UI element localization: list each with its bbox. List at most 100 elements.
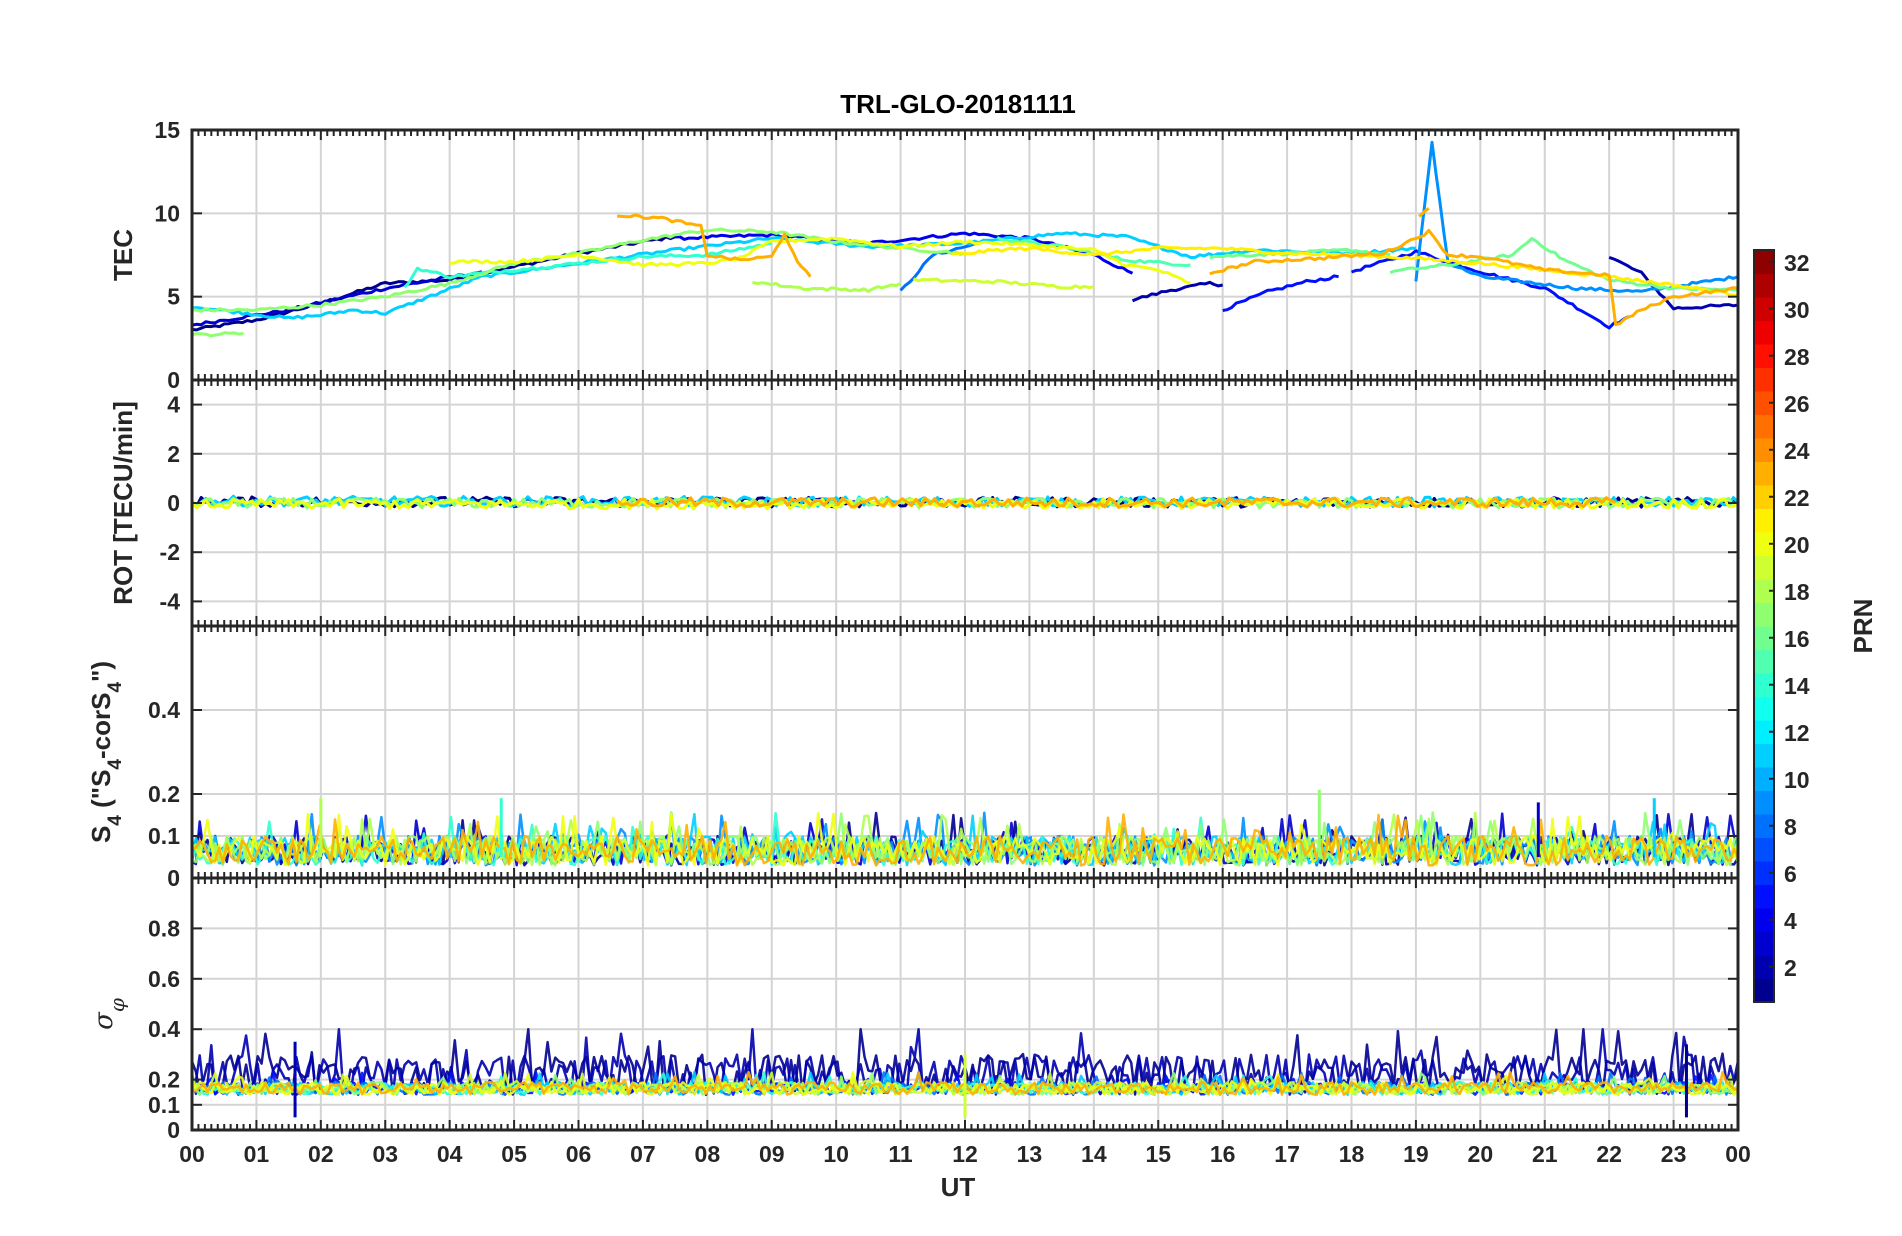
x-tick-label: 21 — [1532, 1141, 1558, 1167]
colorbar-band — [1754, 978, 1774, 1003]
colorbar-band — [1754, 461, 1774, 486]
x-tick-label: 22 — [1596, 1141, 1622, 1167]
colorbar-band — [1754, 790, 1774, 815]
colorbar-band — [1754, 908, 1774, 932]
colorbar-tick-label: 32 — [1784, 250, 1810, 276]
colorbar-band — [1754, 602, 1774, 627]
colorbar-band — [1754, 250, 1774, 274]
sigma-label-part: φ — [105, 998, 129, 1012]
s4-ytick-label: 0 — [167, 865, 180, 891]
colorbar-band — [1754, 532, 1774, 556]
s4-label-part: -corS — [86, 693, 116, 759]
colorbar-band — [1754, 414, 1774, 439]
rot-ytick-label: 2 — [167, 441, 180, 467]
colorbar-tick-label: 16 — [1784, 626, 1810, 652]
x-tick-label: 09 — [759, 1141, 785, 1167]
colorbar-band — [1754, 320, 1774, 345]
rot-data — [190, 494, 1740, 511]
s4-label-part: ") — [86, 661, 116, 682]
tec-series-prn-3 — [191, 270, 483, 327]
sigma_phi-ytick-label: 0.2 — [148, 1067, 180, 1093]
tec-series-prn-2 — [1608, 255, 1739, 311]
x-tick-label: 10 — [823, 1141, 849, 1167]
s4-label-part: S — [86, 826, 116, 843]
colorbar-band — [1754, 438, 1774, 462]
tec-series-prn-9 — [1414, 140, 1739, 293]
x-axis-label: UT — [941, 1172, 976, 1202]
s4-ytick-label: 0.2 — [148, 781, 180, 807]
colorbar-band — [1754, 673, 1774, 697]
colorbar-frame — [1753, 249, 1775, 1003]
tec-ytick-label: 0 — [167, 367, 180, 393]
x-tick-label: 14 — [1081, 1141, 1107, 1167]
s4-label-part: 4 — [105, 682, 126, 693]
tec-data — [191, 140, 1739, 338]
colorbar-band — [1754, 955, 1774, 979]
x-tick-label: 13 — [1017, 1141, 1043, 1167]
x-tick-label: 04 — [437, 1141, 463, 1167]
sigma_phi-data — [190, 1027, 1740, 1118]
sigma-phi-axis-label: σφ — [89, 998, 129, 1030]
x-tick-label: 19 — [1403, 1141, 1429, 1167]
colorbar-tick-label: 28 — [1784, 344, 1810, 370]
colorbar-band — [1754, 931, 1774, 956]
rot-ytick-label: 4 — [167, 392, 180, 418]
x-tick-label: 05 — [501, 1141, 527, 1167]
sigma_phi-ytick-label: 0.4 — [148, 1016, 180, 1042]
tec-ytick-label: 15 — [154, 117, 180, 143]
tec-series-prn-23 — [1418, 207, 1430, 218]
colorbar-tick-label: 4 — [1784, 908, 1797, 934]
x-tick-label: 20 — [1468, 1141, 1494, 1167]
colorbar-tick-label: 22 — [1784, 485, 1810, 511]
x-tick-label: 17 — [1274, 1141, 1300, 1167]
x-tick-label: 01 — [244, 1141, 270, 1167]
colorbar-tick-label: 26 — [1784, 391, 1810, 417]
s4-series-prn-18 — [191, 811, 1740, 867]
sigma_phi-ytick-label: 0 — [167, 1117, 180, 1143]
colorbar-band — [1754, 626, 1774, 650]
colorbar-band — [1754, 367, 1774, 392]
rot-ytick-label: -2 — [160, 539, 180, 565]
rot-series-prn-17 — [191, 496, 1739, 510]
tec-axis-label: TEC — [108, 229, 138, 281]
tec-series-prn-19 — [912, 277, 1095, 290]
rot-ytick-label: -4 — [160, 588, 181, 614]
x-tick-label: 08 — [695, 1141, 721, 1167]
colorbar-band — [1754, 579, 1774, 603]
panel-s4: 00.10.20.4S4 ("S4-corS4") — [86, 624, 1740, 891]
x-tick-label: 00 — [1725, 1141, 1751, 1167]
tec-series-prn-18 — [751, 280, 902, 293]
colorbar-band — [1754, 555, 1774, 580]
colorbar-band — [1754, 485, 1774, 509]
tec-series-prn-14 — [403, 241, 772, 289]
s4-label-part: ("S — [86, 770, 116, 816]
tec-series-prn-2 — [1131, 280, 1224, 303]
x-tick-label: 00 — [179, 1141, 205, 1167]
sigma-label-part: σ — [89, 1011, 119, 1030]
x-tick-label: 02 — [308, 1141, 334, 1167]
tec-series-prn-17 — [191, 331, 244, 338]
colorbar-tick-label: 12 — [1784, 720, 1810, 746]
s4-axis-label: S4 ("S4-corS4") — [86, 661, 126, 843]
colorbar-band — [1754, 814, 1774, 838]
panel-tec: 0 5 10 15 TEC — [108, 117, 1740, 393]
sigma_phi-ytick-label: 0.8 — [148, 915, 180, 941]
colorbar-band — [1754, 743, 1774, 768]
s4-series-prn-20 — [191, 812, 1740, 867]
colorbar-band — [1754, 344, 1774, 368]
panel-sigma_phi: 00.10.2 0.4 0.6 0.8 σφ — [89, 876, 1740, 1143]
x-tick-label: 12 — [952, 1141, 978, 1167]
colorbar-band — [1754, 508, 1774, 533]
chart-title: TRL-GLO-20181111 — [840, 89, 1076, 119]
colorbar-tick-label: 8 — [1784, 814, 1797, 840]
colorbar-tick-label: 18 — [1784, 579, 1810, 605]
colorbar-band — [1754, 297, 1774, 321]
colorbar-band — [1754, 696, 1774, 721]
tec-series-prn-20 — [449, 236, 1191, 285]
colorbar-band — [1754, 720, 1774, 744]
x-tick-label: 11 — [888, 1141, 913, 1167]
s4-label-part: 4 — [105, 815, 126, 826]
